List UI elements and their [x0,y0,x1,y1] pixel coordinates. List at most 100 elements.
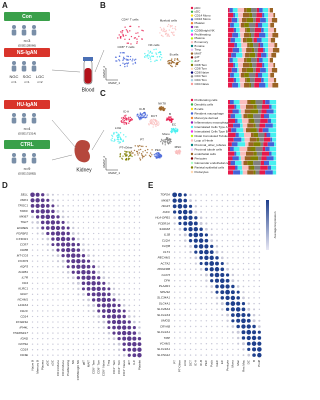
dot [195,337,197,339]
dot [189,320,192,322]
gene-label: FLT1 [163,250,170,254]
dot [67,326,69,329]
dot [232,245,234,248]
umap-point [147,50,149,52]
stacked-bar [270,38,276,43]
stacked-bar [268,128,277,133]
dot [248,199,250,202]
stacked-bar [259,58,263,63]
gene-label: SLC26A4 [157,307,170,311]
umap-point [161,34,163,37]
dot [102,332,105,335]
dot [215,302,219,305]
gene-label: MKI67 [19,215,28,219]
tissue-label: Kidney [76,167,92,173]
umap-point [128,151,131,153]
umap-point [158,106,161,109]
stacked-bar [259,33,266,38]
stacked-bar [242,165,249,170]
umap-point [136,41,138,43]
cell-label: CD4⁺ Tcm [117,360,121,374]
umap-point [119,52,122,54]
umap-point [169,140,171,142]
dot [242,348,245,351]
stacked-bar [271,165,277,170]
umap-point [156,152,158,154]
umap-point [122,116,125,119]
dot [42,266,44,268]
stacked-bar [244,137,250,142]
stacked-bar [264,63,269,68]
dot [117,314,122,319]
stacked-bar [267,142,275,147]
dot [122,342,126,346]
stacked-bar [272,33,279,38]
dot [91,292,96,297]
gene-label: CD14 [20,314,28,318]
subgroup-label: SGC [23,74,32,79]
stacked-bar [271,118,277,123]
cluster-label: IC-B [139,107,145,111]
umap-point [125,114,127,117]
dot [77,205,80,207]
stacked-bar [270,132,277,137]
umap-point [160,140,162,143]
umap-point [123,119,126,122]
dot [242,205,245,208]
subgroup-n: n=1 [11,80,16,84]
dot [45,209,50,214]
dot [87,227,90,229]
stacked-bar [239,146,248,152]
legend-swatch [190,75,194,78]
legend-swatch [190,41,194,44]
stacked-bar [256,8,260,13]
dot [123,254,125,257]
dot [200,273,203,277]
stacked-bar [239,23,241,28]
stacked-bar [260,114,264,119]
umap-point [131,119,134,121]
dot [108,266,110,268]
dot [195,320,197,322]
dot [82,332,85,334]
legend-swatch [190,14,194,17]
dot [178,215,182,220]
umap-point [166,25,169,28]
dot [205,194,208,196]
dot [232,348,234,351]
umap-point [122,56,125,59]
cluster-label: CD8⁺ T cells [118,45,135,49]
dot [246,318,251,323]
dot [127,320,131,324]
dot [132,336,137,341]
dot [36,220,40,224]
gene-label: SELL [21,193,29,197]
stacked-bar [259,170,266,175]
dot [232,234,234,236]
dot [133,221,136,224]
dot [231,313,235,317]
dot [108,210,110,213]
stacked-bar [247,123,254,128]
stacked-bar [232,58,238,63]
person-icon [32,61,36,65]
stacked-bar [238,156,241,161]
cluster-label: CD4⁺ T cells [122,18,139,22]
dot [179,314,181,316]
umap-point [153,121,155,124]
dot [184,245,187,248]
stacked-bar [239,48,242,53]
stacked-bar [268,78,274,83]
umap-point [134,145,136,147]
dot [194,199,197,202]
gene-label: SLC12A3 [157,313,170,317]
dot [97,315,101,318]
dot [241,302,246,306]
dot [56,204,60,208]
dot [210,291,213,294]
dot [237,251,239,253]
dot [189,331,192,333]
dot [138,293,141,296]
umap-point [160,29,163,31]
dot [118,199,120,201]
